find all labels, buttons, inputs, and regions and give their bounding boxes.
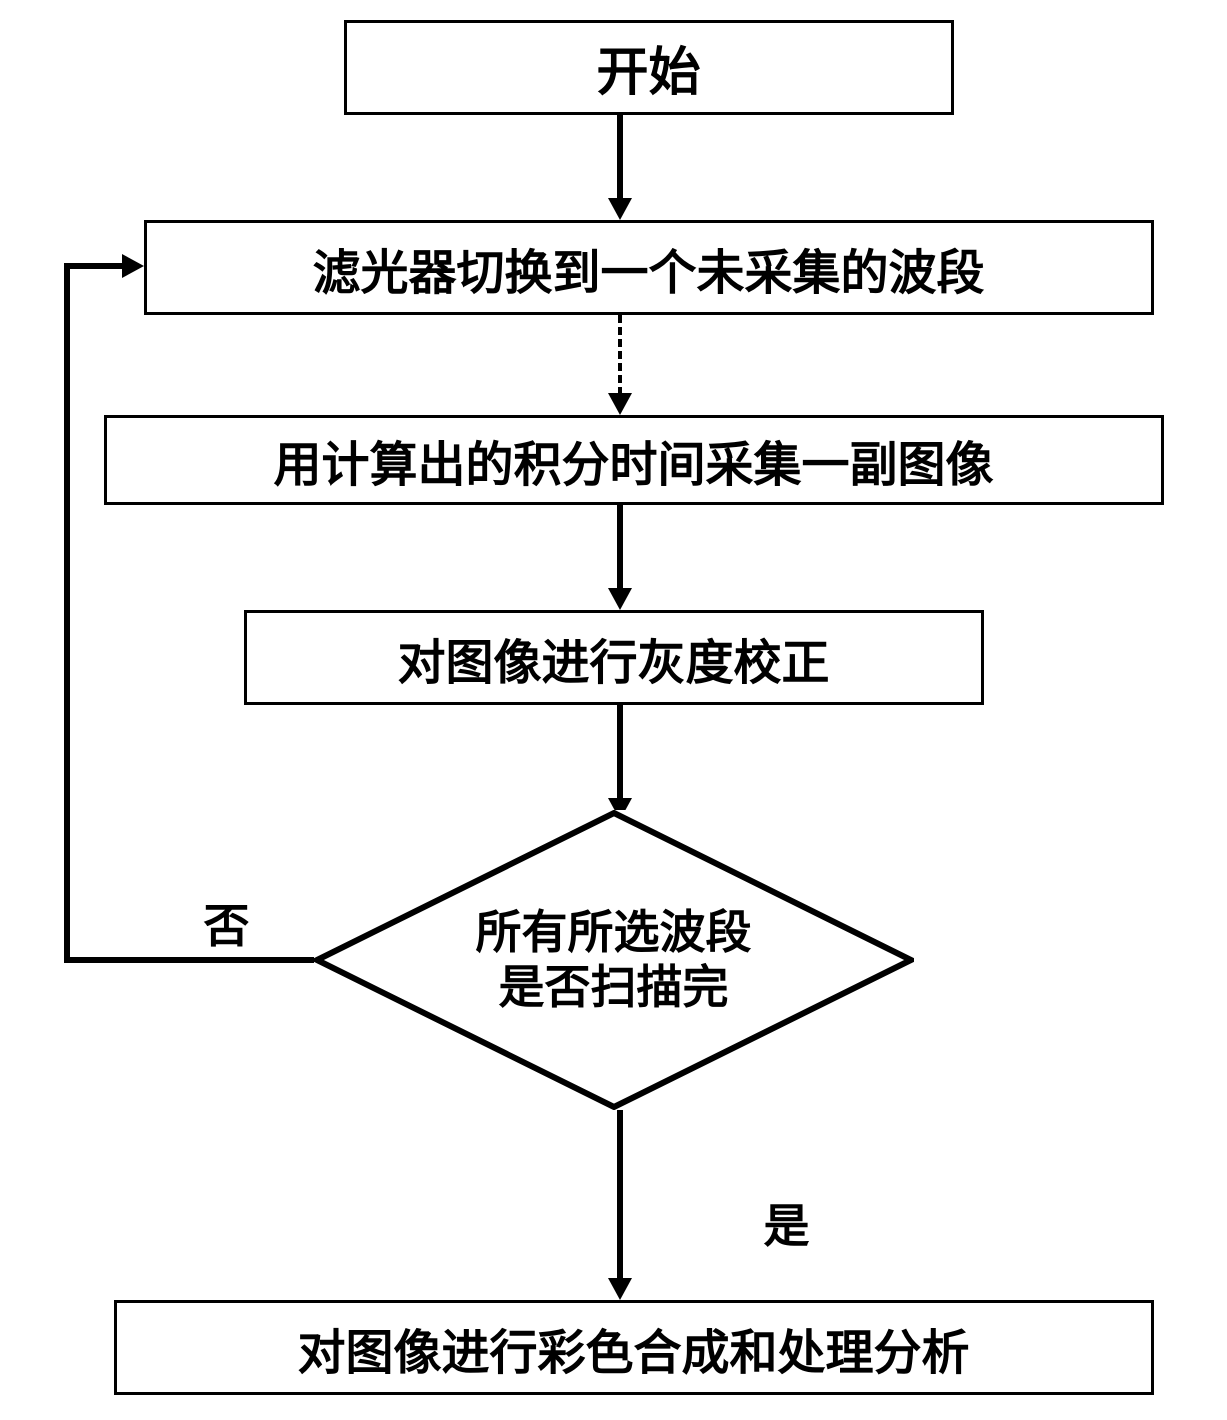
label-no-text: 否 (204, 901, 250, 952)
flowchart-container: 开始 滤光器切换到一个未采集的波段 用计算出的积分时间采集一副图像 对图像进行灰… (64, 20, 1164, 1400)
arrow-5-head (608, 1278, 632, 1300)
node-final: 对图像进行彩色合成和处理分析 (114, 1300, 1154, 1395)
arrow-4-line (617, 705, 623, 800)
loop-head (122, 254, 144, 278)
node-final-text: 对图像进行彩色合成和处理分析 (297, 1313, 969, 1383)
node-step2-text: 用计算出的积分时间采集一副图像 (273, 425, 993, 495)
arrow-3-line (617, 505, 623, 590)
node-start-text: 开始 (596, 30, 700, 105)
arrow-2-line (618, 315, 622, 395)
loop-h1 (64, 957, 314, 963)
arrow-2-head (608, 393, 632, 415)
decision-line2: 是否扫描完 (499, 962, 729, 1013)
node-decision: 所有所选波段 是否扫描完 (314, 810, 914, 1110)
node-step1-text: 滤光器切换到一个未采集的波段 (312, 233, 984, 303)
node-step3: 对图像进行灰度校正 (244, 610, 984, 705)
arrow-1-head (608, 198, 632, 220)
arrow-3-head (608, 588, 632, 610)
arrow-5-line (617, 1110, 623, 1280)
node-step2: 用计算出的积分时间采集一副图像 (104, 415, 1164, 505)
loop-h2 (64, 263, 124, 269)
arrow-1-line (617, 115, 623, 200)
node-step3-text: 对图像进行灰度校正 (397, 623, 829, 693)
label-no: 否 (204, 890, 250, 956)
label-yes: 是 (764, 1190, 810, 1256)
node-step1: 滤光器切换到一个未采集的波段 (144, 220, 1154, 315)
node-start: 开始 (344, 20, 954, 115)
loop-v (64, 263, 70, 963)
decision-line1: 所有所选波段 (476, 907, 752, 958)
label-yes-text: 是 (764, 1201, 810, 1252)
node-decision-text: 所有所选波段 是否扫描完 (476, 905, 752, 1015)
